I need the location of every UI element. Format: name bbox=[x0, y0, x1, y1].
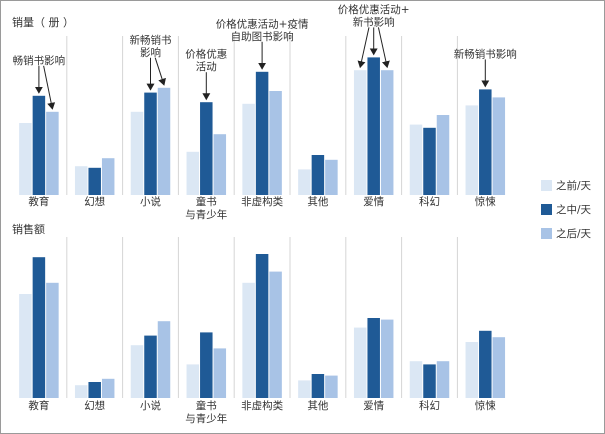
bar-之前/天-7 bbox=[409, 124, 423, 195]
bar-之后/天-2 bbox=[157, 321, 171, 398]
category-label: 童书与青少年 bbox=[185, 399, 227, 425]
category-label: 非虚构类 bbox=[241, 195, 283, 208]
legend-label: 之后/天 bbox=[556, 227, 592, 240]
category-label: 小说 bbox=[140, 195, 161, 208]
bar-之前/天-6 bbox=[353, 327, 367, 398]
bar-之后/天-4 bbox=[269, 271, 282, 398]
category-label: 科幻 bbox=[419, 195, 440, 208]
bar-之前/天-0 bbox=[19, 294, 32, 398]
category-label: 小说 bbox=[140, 399, 161, 412]
bar-之后/天-0 bbox=[46, 282, 59, 398]
bar-之中/天-1 bbox=[88, 167, 101, 195]
legend-label: 之前/天 bbox=[556, 179, 592, 192]
bar-之前/天-3 bbox=[186, 151, 200, 195]
annotation-arrow bbox=[357, 27, 370, 69]
panel-title-units-sold: 销量（ 册 ） bbox=[12, 15, 74, 29]
bar-之前/天-8 bbox=[465, 105, 479, 195]
bar-之前/天-2 bbox=[130, 111, 144, 195]
bar-之中/天-8 bbox=[479, 89, 492, 195]
bar-之前/天-7 bbox=[409, 361, 423, 398]
bar-之中/天-4 bbox=[255, 254, 269, 398]
legend-swatch bbox=[541, 204, 552, 215]
bar-之前/天-4 bbox=[242, 103, 255, 195]
bar-之中/天-2 bbox=[144, 92, 157, 195]
bar-之前/天-5 bbox=[298, 169, 311, 195]
bar-之后/天-0 bbox=[46, 111, 59, 195]
bar-之前/天-6 bbox=[353, 70, 367, 195]
category-label: 教育 bbox=[28, 399, 49, 412]
bar-之后/天-5 bbox=[325, 159, 338, 195]
category-label: 其他 bbox=[307, 195, 328, 208]
bar-之前/天-1 bbox=[74, 166, 88, 195]
annotation-label: 畅销书影响 bbox=[13, 54, 66, 67]
bar-之前/天-4 bbox=[242, 282, 255, 398]
bar-之中/天-0 bbox=[32, 257, 46, 398]
category-label: 科幻 bbox=[419, 399, 440, 412]
panel-title-revenue: 销售额 bbox=[12, 222, 45, 236]
bar-之后/天-7 bbox=[436, 361, 450, 398]
category-label: 爱情 bbox=[363, 399, 384, 412]
bar-之后/天-1 bbox=[101, 158, 115, 195]
category-label: 教育 bbox=[28, 195, 49, 208]
annotation-label: 新畅销书影响 bbox=[130, 33, 172, 59]
bar-之中/天-5 bbox=[311, 374, 325, 398]
bar-之中/天-1 bbox=[88, 382, 101, 398]
legend-swatch bbox=[541, 228, 552, 239]
bar-之中/天-6 bbox=[367, 57, 380, 196]
bar-之前/天-5 bbox=[298, 380, 311, 398]
bar-之后/天-6 bbox=[380, 70, 394, 195]
bar-之中/天-7 bbox=[423, 127, 436, 195]
bar-之中/天-3 bbox=[200, 332, 213, 398]
annotation-arrow bbox=[154, 57, 166, 86]
bar-之后/天-2 bbox=[157, 87, 171, 195]
legend-label: 之中/天 bbox=[556, 203, 592, 216]
bar-之中/天-5 bbox=[311, 155, 325, 195]
annotation-label: 价格优惠活动+疫情自助图书影响 bbox=[216, 17, 309, 43]
annotation-arrow bbox=[43, 65, 56, 110]
annotation-label: 价格优惠活动+新书影响 bbox=[338, 3, 410, 29]
category-label: 爱情 bbox=[363, 195, 384, 208]
annotation-label: 价格优惠活动 bbox=[185, 48, 227, 73]
bar-之后/天-6 bbox=[380, 319, 394, 398]
bar-之后/天-7 bbox=[436, 115, 450, 195]
category-label: 其他 bbox=[307, 399, 328, 412]
bar-之中/天-3 bbox=[200, 102, 213, 195]
category-label: 非虚构类 bbox=[241, 399, 283, 412]
category-label: 惊悚 bbox=[475, 195, 496, 208]
bar-之中/天-0 bbox=[32, 95, 46, 195]
annotation-label: 新畅销书影响 bbox=[454, 47, 517, 60]
category-label: 童书与青少年 bbox=[185, 195, 227, 221]
bar-之后/天-1 bbox=[101, 378, 115, 398]
bar-之前/天-2 bbox=[130, 345, 144, 398]
annotation-arrow bbox=[377, 27, 390, 69]
category-label: 幻想 bbox=[84, 195, 105, 208]
bar-之中/天-6 bbox=[367, 318, 380, 398]
legend: 之前/天之中/天之后/天 bbox=[541, 179, 592, 240]
bar-之后/天-4 bbox=[269, 91, 282, 195]
bar-之前/天-0 bbox=[19, 123, 32, 195]
bar-之后/天-8 bbox=[492, 337, 506, 398]
bar-之中/天-7 bbox=[423, 364, 436, 398]
bar-之前/天-3 bbox=[186, 364, 200, 398]
bar-之中/天-2 bbox=[144, 335, 157, 398]
legend-swatch bbox=[541, 180, 552, 191]
bar-之中/天-8 bbox=[479, 330, 492, 398]
bar-之后/天-3 bbox=[213, 134, 227, 195]
category-label: 惊悚 bbox=[475, 399, 496, 412]
category-label: 幻想 bbox=[84, 399, 105, 412]
bar-之中/天-4 bbox=[255, 71, 269, 195]
bar-之后/天-8 bbox=[492, 97, 506, 195]
bar-之前/天-8 bbox=[465, 342, 479, 398]
bar-之后/天-5 bbox=[325, 375, 338, 398]
bar-之后/天-3 bbox=[213, 348, 227, 398]
bar-之前/天-1 bbox=[74, 385, 88, 398]
